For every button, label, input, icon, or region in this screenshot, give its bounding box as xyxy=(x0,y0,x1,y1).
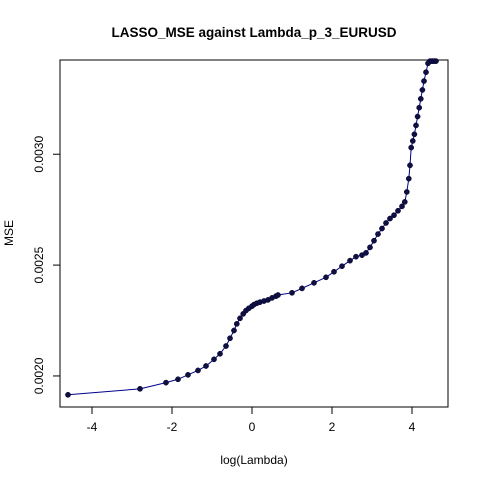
x-axis: -4 -2 0 2 4 xyxy=(87,407,416,434)
data-point xyxy=(408,144,415,151)
y-axis-label: MSE xyxy=(2,220,16,246)
data-point xyxy=(231,327,237,334)
data-point xyxy=(323,274,329,281)
data-point xyxy=(391,212,397,219)
plot-frame xyxy=(59,59,449,408)
x-axis-label: log(Lambda) xyxy=(220,453,287,467)
data-point xyxy=(353,253,359,260)
data-point xyxy=(311,279,317,286)
x-tick-label: -4 xyxy=(87,420,98,434)
data-point xyxy=(423,69,429,76)
series-line xyxy=(67,60,436,396)
data-point xyxy=(195,367,201,374)
data-point xyxy=(379,225,385,232)
x-tick-label: -2 xyxy=(167,420,178,434)
data-point xyxy=(387,215,393,222)
data-point xyxy=(137,385,143,392)
data-point xyxy=(421,78,427,84)
data-point xyxy=(363,250,369,256)
data-point xyxy=(367,244,373,251)
data-point xyxy=(383,220,389,226)
data-point xyxy=(433,58,439,64)
data-point xyxy=(299,285,305,292)
data-point xyxy=(401,199,408,205)
data-point xyxy=(223,343,229,349)
y-axis: 0.0020 0.0025 0.0030 xyxy=(32,136,60,394)
x-tick-label: 0 xyxy=(249,420,256,434)
data-point xyxy=(347,257,353,264)
data-point xyxy=(203,363,209,369)
data-point xyxy=(399,203,405,210)
data-point xyxy=(289,289,295,296)
x-tick-label: 2 xyxy=(329,420,336,434)
data-point xyxy=(185,372,191,378)
data-point xyxy=(65,391,71,398)
y-tick-label: 0.0030 xyxy=(32,136,46,173)
data-point xyxy=(419,87,426,93)
data-point xyxy=(237,315,243,322)
data-point xyxy=(405,175,412,182)
data-point xyxy=(331,268,337,275)
y-tick-label: 0.0025 xyxy=(32,246,46,283)
data-point xyxy=(414,113,421,120)
data-point xyxy=(403,189,410,195)
data-point xyxy=(371,237,377,244)
data-point xyxy=(395,207,401,214)
data-point xyxy=(375,231,381,237)
data-point xyxy=(339,263,345,270)
series-layer xyxy=(65,58,439,398)
data-point xyxy=(413,122,419,129)
data-point xyxy=(233,321,240,327)
data-point xyxy=(407,162,413,169)
data-point xyxy=(211,356,217,363)
data-point xyxy=(163,379,169,386)
data-point xyxy=(417,95,424,102)
data-point xyxy=(175,376,181,383)
data-point xyxy=(217,350,223,357)
y-tick-label: 0.0020 xyxy=(32,357,46,394)
data-point xyxy=(409,138,416,144)
chart-title: LASSO_MSE against Lambda_p_3_EURUSD xyxy=(111,25,396,40)
data-point xyxy=(411,131,418,138)
x-tick-label: 4 xyxy=(409,420,416,434)
data-point xyxy=(416,104,423,111)
data-point xyxy=(227,335,233,342)
data-point xyxy=(275,292,281,298)
